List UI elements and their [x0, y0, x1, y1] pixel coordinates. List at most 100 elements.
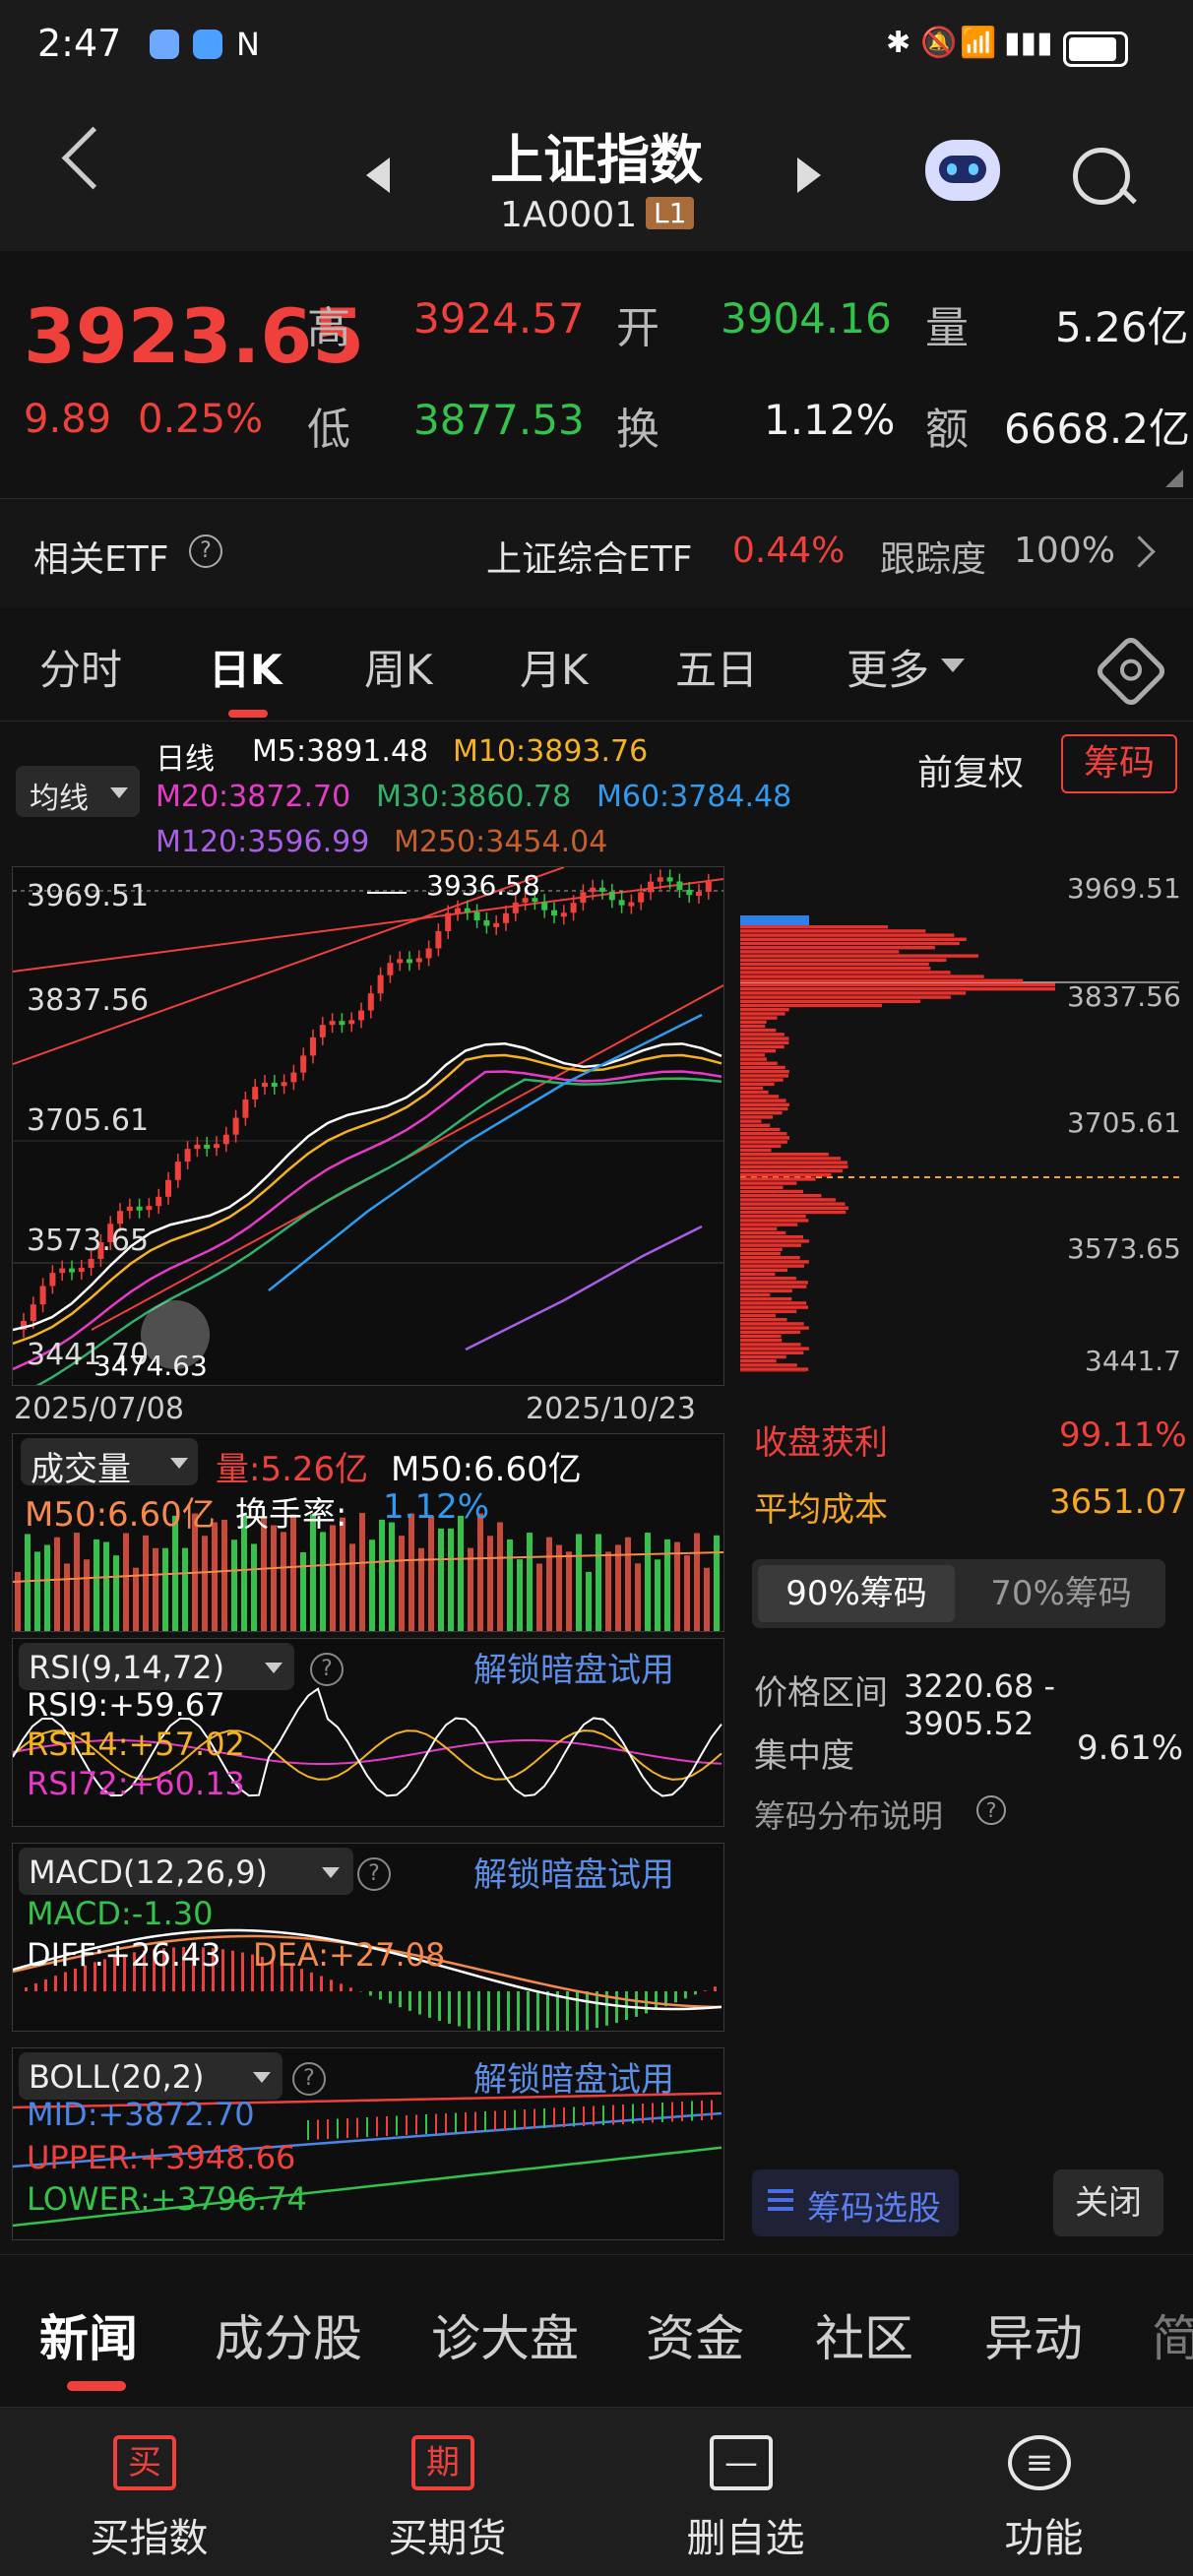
candle-body [185, 1149, 191, 1162]
chip-bar [740, 1083, 775, 1086]
settings-icon[interactable] [1094, 634, 1168, 709]
chip-bar [740, 1140, 787, 1143]
chip-distribution-chart[interactable]: 3969.51 3837.56 3705.61 3573.65 3441.7 [740, 866, 1179, 1372]
tab-intraday[interactable]: 分时 [39, 637, 122, 697]
help-icon[interactable]: ? [292, 2062, 326, 2096]
expand-corner-icon[interactable] [1165, 470, 1183, 487]
buy-index-button[interactable]: 买 买指数 [0, 2408, 298, 2576]
boll-unlock-link[interactable]: 解锁暗盘试用 [473, 2052, 674, 2101]
volume-bar [330, 1525, 336, 1631]
tab-overflow[interactable]: 简 [1152, 2299, 1193, 2370]
chip-bar [740, 1231, 785, 1234]
macd-histogram-bar [310, 1973, 313, 1991]
turnover-value: 1.12% [764, 396, 895, 444]
candle-body [89, 1259, 94, 1268]
ma20-value: M20:3872.70 [156, 780, 350, 814]
candle-body [513, 903, 519, 913]
boll-selector[interactable]: BOLL(20,2) [19, 2052, 283, 2100]
tab-more[interactable]: 更多 [847, 637, 929, 697]
volume-bar [507, 1539, 513, 1631]
close-button[interactable]: 关闭 [1053, 2169, 1163, 2236]
chip-bar [740, 1260, 809, 1263]
chip-bar [740, 1091, 769, 1094]
rsi-unlock-link[interactable]: 解锁暗盘试用 [473, 1643, 674, 1691]
search-icon[interactable] [1073, 148, 1130, 205]
chip-bar [740, 1239, 809, 1242]
functions-button[interactable]: ≡ 功能 [895, 2408, 1193, 2576]
next-stock-icon[interactable] [797, 157, 821, 193]
tab-chip-70[interactable]: 70%筹码 [965, 1565, 1158, 1622]
tab-anomaly[interactable]: 异动 [984, 2299, 1083, 2370]
chip-bar [740, 1227, 777, 1230]
help-icon[interactable]: ? [357, 1857, 391, 1891]
chip-bar [740, 1367, 808, 1370]
related-etf-row[interactable]: 相关ETF ? 上证综合ETF 0.44% 跟踪度 100% [0, 498, 1193, 608]
chip-bar [740, 1202, 845, 1205]
volume-bar [586, 1572, 592, 1631]
tab-monthly-k[interactable]: 月K [520, 637, 589, 697]
macd-histogram-bar [674, 1991, 677, 2002]
low-label: 低 [307, 394, 350, 457]
adjust-mode[interactable]: 前复权 [917, 744, 1024, 795]
macd-histogram-bar [635, 1991, 638, 2017]
chip-select-button[interactable]: 筹码选股 [752, 2169, 959, 2236]
macd-unlock-link[interactable]: 解锁暗盘试用 [473, 1848, 674, 1896]
boll-panel[interactable]: BOLL(20,2) ? 解锁暗盘试用 MID:+3872.70 UPPER:+… [12, 2047, 724, 2240]
chip-bar [740, 959, 946, 962]
candle-body [156, 1197, 161, 1206]
price-change: 9.89 [24, 397, 111, 442]
macd-histogram-bar [379, 1991, 382, 1999]
help-icon[interactable]: ? [976, 1795, 1006, 1825]
chip-bar [740, 1273, 775, 1276]
help-icon[interactable]: ? [189, 534, 222, 568]
chip-y-label-2: 3837.56 [1067, 980, 1181, 1013]
kline-chart[interactable]: 3969.51 3837.56 3705.61 3573.65 3441.70 … [12, 866, 724, 1386]
macd-histogram-bar [536, 1991, 539, 2031]
macd-histogram-bar [596, 1991, 598, 2028]
volume-panel[interactable]: 成交量 量:5.26亿 M50:6.60亿 M50:6.60亿 换手率: 1.1… [12, 1433, 724, 1632]
tab-funds[interactable]: 资金 [646, 2299, 744, 2370]
macd-histogram-bar [487, 1991, 490, 2031]
ma-selector[interactable]: 均线 [16, 766, 140, 817]
remove-watchlist-button[interactable]: — 删自选 [596, 2408, 895, 2576]
low-value: 3877.53 [413, 396, 585, 444]
tab-chip-90[interactable]: 90%筹码 [758, 1565, 955, 1622]
help-icon[interactable]: ? [310, 1653, 344, 1686]
candle-body [619, 900, 625, 905]
tab-community[interactable]: 社区 [815, 2299, 913, 2370]
tab-diagnosis[interactable]: 诊大盘 [431, 2299, 579, 2370]
macd-selector[interactable]: MACD(12,26,9) [19, 1848, 353, 1895]
macd-histogram-bar [54, 1976, 57, 1991]
chip-button[interactable]: 筹码 [1061, 734, 1177, 793]
profit-value: 99.11% [1059, 1415, 1187, 1455]
chip-y-label-top: 3969.51 [1067, 872, 1181, 905]
robot-assistant-icon[interactable] [925, 140, 1000, 201]
volume-selector[interactable]: 成交量 [21, 1438, 198, 1485]
turnover-label: 换 [616, 394, 659, 457]
tab-weekly-k[interactable]: 周K [364, 637, 433, 697]
rsi-panel[interactable]: RSI(9,14,72) ? 解锁暗盘试用 RSI9:+59.67 RSI14:… [12, 1638, 724, 1827]
tab-news[interactable]: 新闻 [39, 2299, 138, 2370]
volume-bar [487, 1536, 493, 1631]
header-bar: 上证指数 1A0001 L1 [0, 98, 1193, 251]
etf-pct: 0.44% [732, 531, 845, 571]
fullscreen-icon[interactable] [141, 1300, 210, 1369]
chip-explain-link[interactable]: 筹码分布说明 [754, 1791, 943, 1837]
candle-body [310, 1037, 316, 1056]
rsi-selector[interactable]: RSI(9,14,72) [19, 1643, 294, 1690]
candle-body [445, 913, 451, 931]
tab-five-day[interactable]: 五日 [675, 637, 758, 697]
high-label: 高 [307, 292, 350, 355]
buy-futures-button[interactable]: 期 买期货 [298, 2408, 596, 2576]
volume-bar [143, 1536, 149, 1631]
volume-bar [25, 1534, 31, 1631]
price-range-label: 价格区间 [754, 1665, 888, 1714]
chip-bar [740, 1053, 765, 1056]
tab-constituents[interactable]: 成分股 [215, 2299, 362, 2370]
tab-daily-k[interactable]: 日K [209, 637, 283, 697]
y-label-4: 3573.65 [27, 1224, 149, 1258]
signal-icon: ▮▮▮ [1004, 26, 1053, 60]
macd-panel[interactable]: MACD(12,26,9) ? 解锁暗盘试用 MACD:-1.30 DIFF:+… [12, 1843, 724, 2032]
concentration-value: 9.61% [1077, 1728, 1183, 1768]
chip-bar [740, 1041, 788, 1044]
